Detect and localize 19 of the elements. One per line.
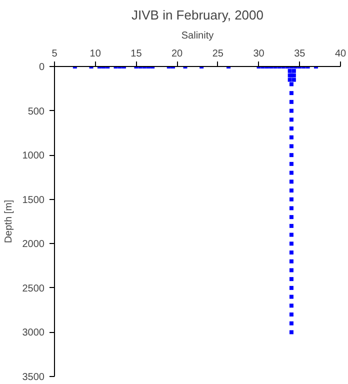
y-tick-label: 3000 — [22, 328, 45, 339]
y-tick-label: 2000 — [22, 239, 45, 250]
x-tick-label: 35 — [294, 48, 306, 60]
x-tick-label: 25 — [212, 48, 224, 60]
y-tick-label: 1500 — [22, 194, 45, 206]
x-tick-label: 30 — [253, 48, 265, 60]
x-tick-label: 15 — [130, 48, 142, 60]
y-tick-label: 2500 — [22, 283, 45, 294]
x-tick-label: 20 — [172, 48, 184, 60]
x-tick-label: 10 — [90, 48, 102, 60]
x-axis-title: Salinity — [181, 30, 214, 42]
y-tick-label: 500 — [28, 106, 45, 118]
y-tick-label: 3500 — [22, 372, 45, 383]
x-tick-label: 40 — [334, 48, 346, 60]
chart-title: JIVB in February, 2000 — [132, 8, 264, 22]
x-tick-label: 5 — [52, 48, 58, 60]
y-tick-label: 1000 — [22, 150, 45, 162]
y-tick-label: 0 — [38, 62, 45, 73]
y-axis-title: Depth [m] — [3, 200, 14, 244]
